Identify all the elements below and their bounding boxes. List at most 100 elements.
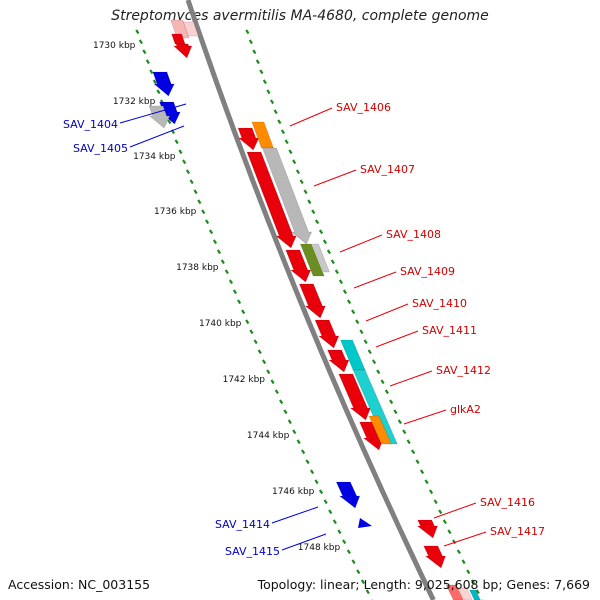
dot: [438, 509, 443, 515]
dot: [178, 149, 183, 155]
dot: [376, 369, 381, 375]
dot: [245, 319, 250, 325]
dot: [224, 269, 229, 275]
gene-arrow-forward: [172, 43, 193, 59]
dot: [363, 339, 368, 345]
dotted-guide-lines: [135, 29, 483, 600]
genome-title: Streptomyces avermitilis MA-4680, comple…: [111, 8, 489, 24]
leader-line: [313, 169, 357, 187]
dot: [342, 539, 347, 545]
dot: [284, 139, 289, 145]
gene-arrow-faded: [170, 19, 190, 39]
dot: [204, 219, 210, 225]
dot: [360, 579, 366, 585]
gene-label-reverse: SAV_1415: [225, 545, 280, 558]
dot: [322, 239, 328, 245]
gene-label-forward: SAV_1406: [336, 101, 391, 114]
dot: [461, 559, 466, 565]
gene-block-cyan: [468, 589, 481, 600]
gene-block-orange: [368, 415, 392, 445]
dot: [142, 49, 147, 55]
leader-line: [403, 409, 447, 425]
dot: [266, 369, 271, 375]
dot: [346, 299, 352, 305]
gene-arrow-forward: [246, 151, 297, 249]
dot: [145, 59, 150, 65]
dot: [415, 459, 420, 465]
gene-arrow-forward: [416, 519, 439, 539]
leader-line: [129, 125, 185, 148]
dot: [359, 329, 364, 335]
tick-label: 1746 kbp: [272, 487, 315, 497]
dot: [257, 349, 262, 355]
inner-dotted-line: [135, 29, 373, 600]
gene-label-reverse: SAV_1405: [73, 142, 128, 155]
dot: [138, 39, 143, 45]
gene-arrow-forward: [423, 545, 447, 569]
dot: [475, 589, 480, 595]
dot: [152, 79, 157, 85]
dot: [328, 509, 333, 515]
dot: [303, 189, 308, 195]
dot: [456, 549, 461, 555]
dot: [380, 379, 385, 385]
dot: [208, 229, 214, 235]
dot: [428, 489, 434, 495]
dot: [346, 549, 351, 555]
tick-label: 1730 kbp: [93, 41, 136, 51]
dot: [185, 169, 191, 175]
gene-arrow-forward: [237, 127, 260, 151]
gene-labels: SAV_1406 SAV_1407 SAV_1408 SAV_1409 SAV_1410…: [63, 101, 545, 558]
dot: [326, 249, 332, 255]
gene-arrow-reverse: [335, 481, 361, 509]
leader-line: [119, 103, 187, 124]
gene-arrow-forward: [445, 584, 464, 600]
dot: [287, 419, 292, 425]
gene-label-forward: SAV_1407: [360, 163, 415, 176]
dot: [255, 59, 260, 65]
dot: [274, 389, 279, 395]
dot: [424, 479, 429, 485]
genome-summary-text: Topology: linear; Length: 9,025,608 bp; …: [257, 577, 590, 592]
dot: [261, 359, 267, 365]
dot: [371, 359, 377, 365]
dot: [389, 399, 394, 405]
gene-arrow-forward: [285, 249, 312, 283]
dot: [334, 269, 339, 275]
dot: [299, 179, 304, 185]
dot: [332, 519, 337, 525]
dot: [189, 179, 194, 185]
leader-line: [433, 502, 477, 519]
gene-arrow-forward: [338, 373, 372, 421]
dot: [351, 309, 356, 315]
leader-line: [271, 506, 319, 524]
leader-line: [339, 234, 383, 253]
leader-line: [281, 533, 327, 551]
leader-line: [443, 531, 487, 547]
dot: [135, 29, 140, 35]
dot: [249, 329, 254, 335]
dot: [174, 139, 179, 145]
tick-label: 1742 kbp: [223, 375, 266, 385]
dot: [277, 119, 282, 125]
tick-label: 1748 kbp: [298, 543, 341, 553]
dot: [288, 149, 293, 155]
dot: [232, 289, 238, 295]
dot: [356, 569, 361, 575]
dot: [292, 429, 297, 435]
leader-line: [353, 271, 397, 289]
dot: [318, 489, 324, 495]
dot: [442, 519, 447, 525]
gene-arrow-forward: [314, 319, 340, 349]
gene-label-forward: SAV_1417: [490, 525, 545, 538]
dot: [248, 39, 253, 45]
dot: [273, 109, 278, 115]
leader-line: [389, 370, 433, 387]
dot: [236, 299, 242, 305]
dot: [156, 89, 161, 95]
dot: [259, 69, 264, 75]
gene-label-forward: SAV_1416: [480, 496, 535, 509]
dot: [245, 29, 250, 35]
dot: [342, 289, 348, 295]
gene-label-reverse: SAV_1414: [215, 518, 270, 531]
